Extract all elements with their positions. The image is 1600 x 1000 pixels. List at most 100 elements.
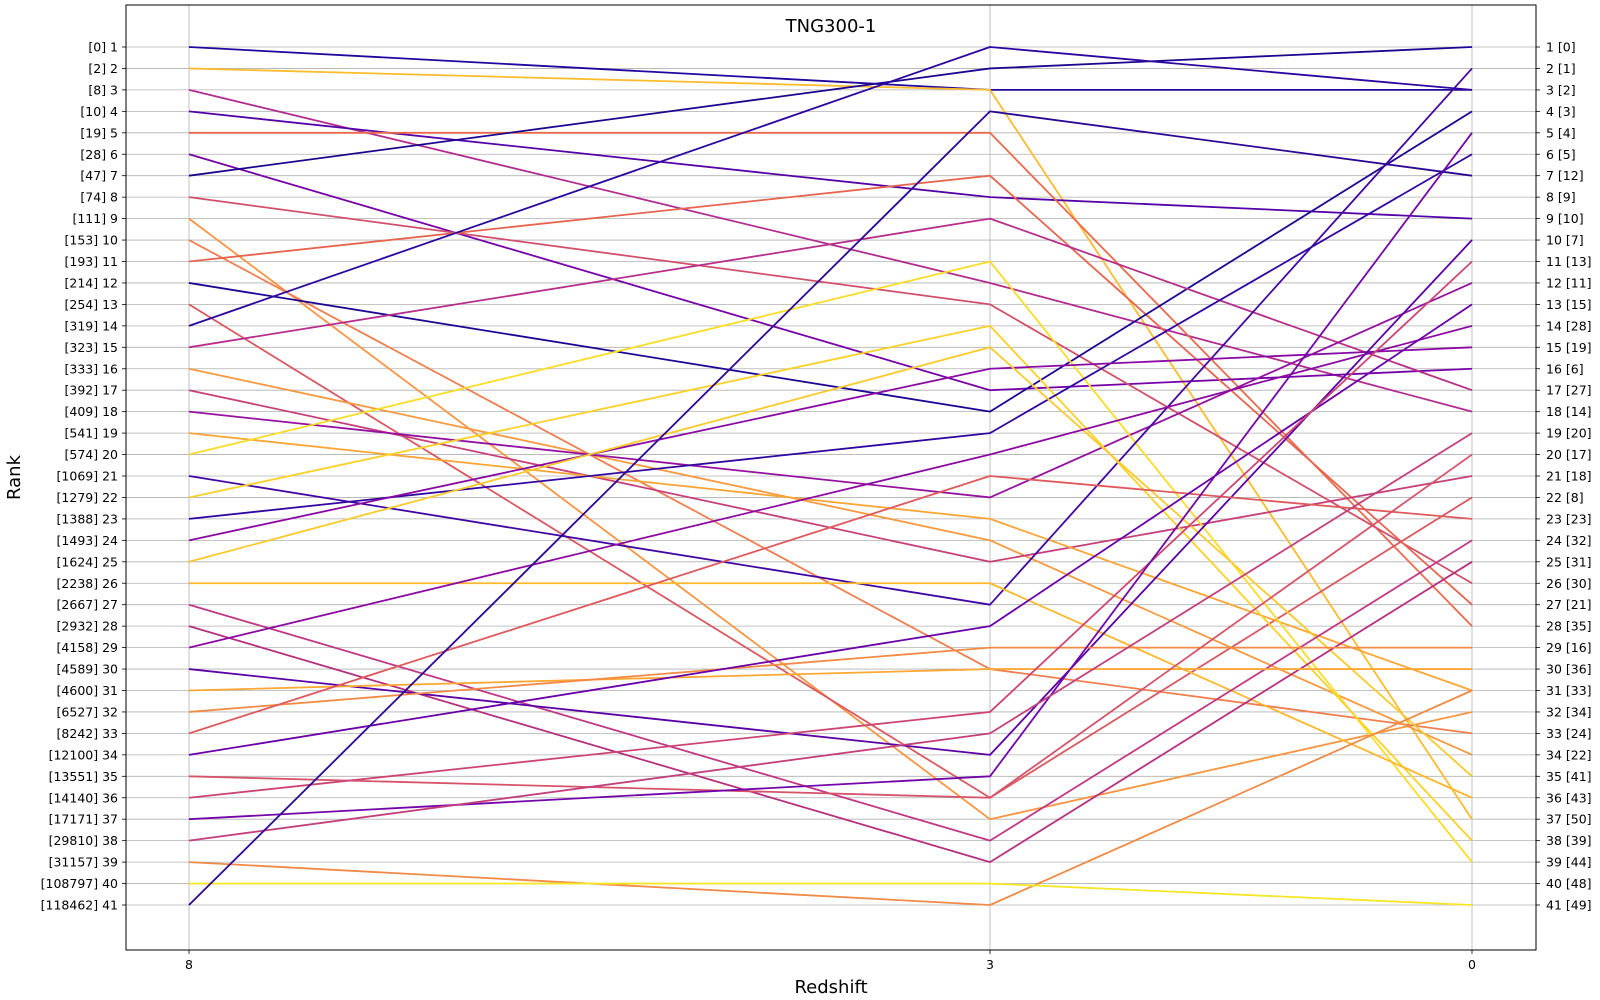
- right-tick-label: 24 [32]: [1546, 533, 1592, 548]
- right-tick-label: 6 [5]: [1546, 147, 1576, 162]
- right-tick-label: 13 [15]: [1546, 297, 1592, 312]
- right-tick-label: 30 [36]: [1546, 662, 1592, 677]
- right-tick-label: 12 [11]: [1546, 275, 1592, 290]
- left-tick-label: [319] 14: [65, 318, 119, 333]
- left-tick-label: [8] 3: [88, 82, 118, 97]
- right-tick-label: 41 [49]: [1546, 898, 1592, 913]
- series-line: [188, 453, 1473, 799]
- left-tick-label: [153] 10: [65, 233, 119, 248]
- right-tick-label: 2 [1]: [1546, 61, 1576, 76]
- left-tick-label: [1279] 22: [57, 490, 118, 505]
- right-tick-label: 21 [18]: [1546, 469, 1592, 484]
- left-tick-label: [17171] 37: [49, 812, 118, 827]
- left-tick-label: [323] 15: [65, 340, 119, 355]
- left-tick-label: [4589] 30: [57, 662, 118, 677]
- plot-frame: [125, 4, 1537, 951]
- chart-title: TNG300-1: [785, 16, 877, 37]
- x-tick-label: 0: [1468, 957, 1476, 972]
- left-tick-label: [1493] 24: [57, 533, 118, 548]
- right-tick-label: 4 [3]: [1546, 104, 1576, 119]
- series-line: [188, 346, 1473, 777]
- series-line: [188, 67, 1473, 820]
- series-line: [188, 668, 1472, 692]
- series-line: [188, 153, 1473, 392]
- series-line: [188, 324, 1473, 649]
- left-tick-label: [4158] 29: [57, 640, 118, 655]
- left-tick-label: [6527] 32: [57, 704, 118, 719]
- right-tick-label: 8 [9]: [1546, 190, 1576, 205]
- series-line: [188, 153, 1473, 520]
- right-tick-label: 25 [31]: [1546, 554, 1592, 569]
- series-line: [188, 110, 1473, 413]
- y-axis-label: Rank: [4, 454, 25, 500]
- left-tick-label: [8242] 33: [57, 726, 118, 741]
- right-tick-label: 5 [4]: [1546, 125, 1576, 140]
- x-axis-label: Redshift: [794, 977, 867, 998]
- left-tick-label: [47] 7: [80, 168, 118, 183]
- right-tick-label: 10 [7]: [1546, 233, 1584, 248]
- right-tick-label: 16 [6]: [1546, 361, 1584, 376]
- grid-x: [188, 5, 1473, 954]
- left-tick-label: [28] 6: [80, 147, 118, 162]
- x-tick-label: 8: [185, 957, 193, 972]
- left-tick-label: [541] 19: [65, 426, 119, 441]
- series-line: [188, 110, 1473, 906]
- right-tick-label: 37 [50]: [1546, 812, 1592, 827]
- right-tick-label: 17 [27]: [1546, 383, 1592, 398]
- right-tick-label: 36 [43]: [1546, 790, 1592, 805]
- right-tick-label: 33 [24]: [1546, 726, 1592, 741]
- right-tick-label: 7 [12]: [1546, 168, 1584, 183]
- left-tick-label: [118462] 41: [41, 898, 118, 913]
- right-tick-label: 19 [20]: [1546, 426, 1592, 441]
- left-tick-label: [193] 11: [65, 254, 119, 269]
- right-tick-label: 39 [44]: [1546, 855, 1592, 870]
- series-line: [188, 110, 1473, 220]
- right-tick-label: 40 [48]: [1546, 876, 1592, 891]
- right-tick-label: 27 [21]: [1546, 597, 1592, 612]
- left-tick-label: [392] 17: [65, 383, 119, 398]
- right-tick-label: 38 [39]: [1546, 833, 1592, 848]
- series-line: [188, 46, 1473, 327]
- series-line: [188, 367, 1473, 756]
- left-tick-label: [13551] 35: [49, 769, 118, 784]
- left-tick-label: [333] 16: [65, 361, 119, 376]
- x-ticks: 8 3 0: [185, 957, 1476, 972]
- series-line: [188, 689, 1473, 906]
- series-line: [188, 561, 1473, 863]
- right-tick-label: 3 [2]: [1546, 82, 1576, 97]
- right-tick-label: 18 [14]: [1546, 404, 1592, 419]
- series-line: [188, 260, 1473, 799]
- left-tick-label: [2667] 27: [57, 597, 118, 612]
- left-tick-label: [574] 20: [65, 447, 119, 462]
- left-tick-label: [1624] 25: [57, 554, 118, 569]
- left-tick-label: [19] 5: [80, 125, 118, 140]
- right-tick-label: 26 [30]: [1546, 576, 1592, 591]
- series-line: [188, 475, 1473, 735]
- right-tick-label: 20 [17]: [1546, 447, 1592, 462]
- left-tick-label: [4600] 31: [57, 683, 118, 698]
- left-tick-label: [108797] 40: [41, 876, 118, 891]
- right-tick-label: 11 [13]: [1546, 254, 1592, 269]
- left-tick-label: [254] 13: [65, 297, 119, 312]
- right-tick-labels: 1 [0] 2 [1] 3 [2] 4 [3] 5 [4] 6 [5] 7 [12] 8 [9…: [1546, 40, 1592, 913]
- left-tick-label: [74] 8: [80, 190, 118, 205]
- left-tick-label: [2932] 28: [57, 619, 118, 634]
- series-line: [189, 882, 1473, 906]
- left-tick-label: [0] 1: [88, 40, 118, 55]
- right-tick-label: 29 [16]: [1546, 640, 1592, 655]
- right-tick-label: 28 [35]: [1546, 619, 1592, 634]
- series-line: [188, 217, 1473, 392]
- right-tick-label: 14 [28]: [1546, 318, 1592, 333]
- series-line: [188, 217, 1473, 821]
- series-line: [188, 646, 1472, 713]
- left-tick-label: [12100] 34: [49, 747, 118, 762]
- right-tick-label: 22 [8]: [1546, 490, 1584, 505]
- left-tick-label: [214] 12: [65, 275, 119, 290]
- left-tick-label: [31157] 39: [49, 855, 118, 870]
- series-lines: [188, 46, 1473, 906]
- right-tick-label: 32 [34]: [1546, 704, 1592, 719]
- series-line: [188, 46, 1473, 177]
- left-tick-label: [29810] 38: [49, 833, 118, 848]
- right-tick-label: 23 [23]: [1546, 511, 1592, 526]
